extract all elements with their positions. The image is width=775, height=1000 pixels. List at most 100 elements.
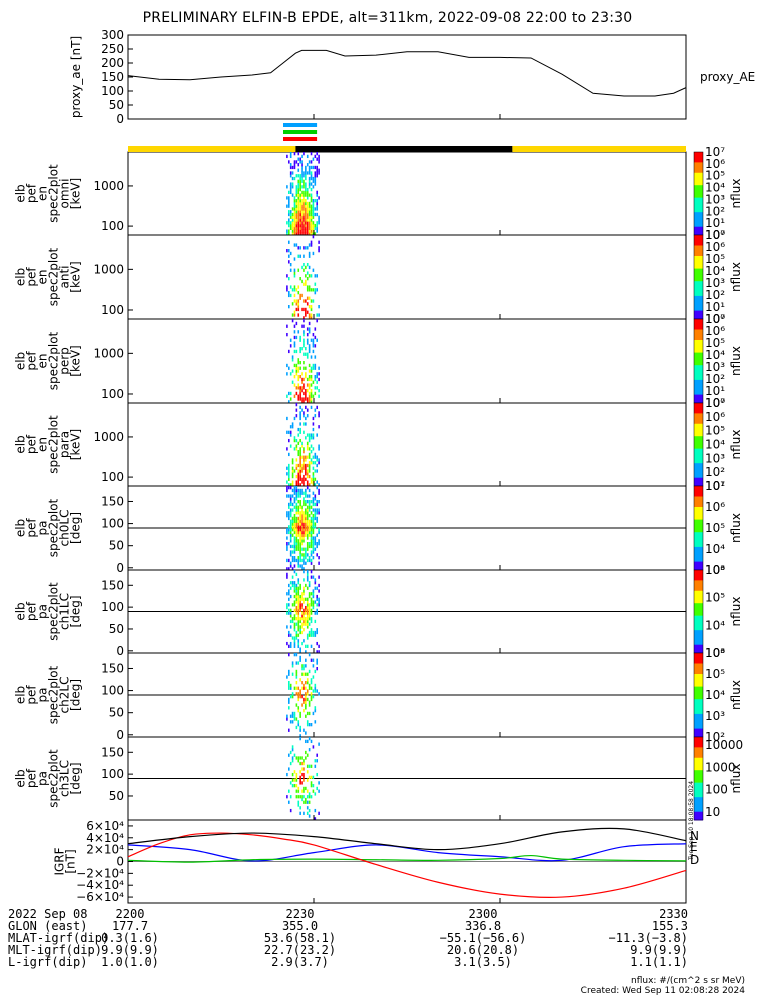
heatmap-cell	[286, 204, 288, 208]
heatmap-cell	[316, 480, 319, 484]
heatmap-cell	[318, 500, 320, 504]
heatmap-cell	[295, 215, 298, 219]
heatmap-cell	[310, 207, 313, 211]
heatmap-cell	[310, 516, 313, 521]
heatmap-cell	[293, 617, 296, 621]
heatmap-cell	[293, 229, 296, 233]
heatmap-cell	[299, 605, 301, 610]
heatmap-cell	[295, 199, 298, 203]
y-tick-label: −6×10⁴	[76, 890, 124, 904]
heatmap-cell	[293, 438, 296, 443]
heatmap-cell	[286, 363, 288, 368]
heatmap-cell	[299, 695, 301, 699]
heatmap-cell	[295, 193, 298, 197]
colorbar-tick-label: 10⁰	[705, 396, 725, 410]
colorbar-segment	[694, 636, 703, 639]
heatmap-cell	[291, 483, 294, 487]
heatmap-cell	[303, 483, 305, 487]
heatmap-cell	[301, 488, 303, 493]
heatmap-cell	[287, 530, 290, 535]
heatmap-cell	[301, 204, 303, 208]
colorbar-tick-label: 10²	[705, 372, 725, 386]
heatmap-cell	[291, 661, 294, 665]
heatmap-cell	[295, 488, 298, 493]
heatmap-cell	[289, 397, 292, 401]
heatmap-cell	[287, 597, 290, 601]
heatmap-cell	[299, 335, 301, 340]
heatmap-cell	[293, 770, 296, 774]
heatmap-cell	[299, 389, 301, 393]
heatmap-cell	[299, 539, 301, 543]
orbit-row-value: 2230	[285, 907, 315, 921]
colorbar-segment	[694, 659, 703, 662]
heatmap-cell	[312, 539, 315, 543]
heatmap-cell	[297, 474, 300, 479]
colorbar-segment	[694, 594, 703, 598]
heatmap-cell	[312, 157, 315, 161]
heatmap-cell	[303, 268, 305, 272]
heatmap-cell	[308, 711, 311, 716]
heatmap-cell	[308, 251, 311, 256]
heatmap-cell	[301, 160, 303, 164]
heatmap-cell	[303, 502, 305, 507]
heatmap-cell	[318, 447, 320, 451]
heatmap-cell	[312, 185, 315, 189]
colorbar-segment	[694, 239, 703, 242]
heatmap-cell	[303, 196, 305, 200]
heatmap-cell	[297, 218, 300, 222]
orbit-row-value: 53.6(58.1)	[263, 931, 337, 945]
y-label-line: elb	[14, 268, 28, 286]
colorbar-segment	[694, 770, 703, 773]
heatmap-cell	[289, 536, 292, 540]
heatmap-cell	[310, 544, 313, 549]
heatmap-cell	[305, 622, 307, 626]
colorbar-segment	[694, 340, 703, 343]
heatmap-cell	[297, 530, 300, 535]
heatmap-cell	[316, 226, 319, 230]
colorbar-segment	[694, 766, 703, 769]
colorbar-segment	[694, 703, 703, 706]
heatmap-cell	[306, 302, 309, 306]
heatmap-cell	[312, 594, 315, 599]
heatmap-cell	[289, 338, 292, 342]
heatmap-cell	[301, 795, 303, 799]
heatmap-cell	[314, 516, 317, 521]
heatmap-cell	[303, 450, 305, 454]
heatmap-cell	[291, 232, 294, 236]
heatmap-cell	[310, 619, 313, 624]
heatmap-cell	[299, 366, 301, 370]
heatmap-cell	[303, 319, 305, 323]
colorbar-segment	[694, 423, 703, 427]
heatmap-cell	[289, 344, 292, 348]
heatmap-cell	[299, 204, 301, 208]
heatmap-cell	[314, 502, 317, 507]
heatmap-cell	[295, 366, 298, 370]
heatmap-cell	[308, 182, 311, 186]
heatmap-cell	[299, 737, 301, 741]
series-legend-E: E	[690, 840, 698, 854]
heatmap-cell	[306, 558, 309, 563]
colorbar-tick-label: 10⁶	[705, 240, 725, 254]
heatmap-cell	[308, 176, 311, 181]
heatmap-cell	[310, 519, 313, 523]
orbit-row-value: 2300	[468, 907, 498, 921]
heatmap-cell	[316, 380, 319, 384]
heatmap-cell	[289, 433, 292, 437]
colorbar-tick-label: 10³	[705, 451, 725, 465]
heatmap-cell	[295, 703, 298, 707]
heatmap-cell	[305, 165, 307, 170]
heatmap-cell	[297, 207, 300, 211]
heatmap-cell	[289, 720, 292, 724]
heatmap-cell	[305, 605, 307, 610]
heatmap-cell	[301, 519, 303, 523]
colorbar-segment	[694, 308, 703, 312]
heatmap-cell	[299, 628, 301, 632]
heatmap-cell	[312, 251, 315, 256]
heatmap-cell	[291, 185, 294, 189]
heatmap-cell	[305, 617, 307, 621]
heatmap-cell	[295, 386, 298, 390]
colorbar-segment	[694, 172, 703, 176]
heatmap-cell	[289, 497, 292, 501]
heatmap-cell	[291, 544, 294, 549]
